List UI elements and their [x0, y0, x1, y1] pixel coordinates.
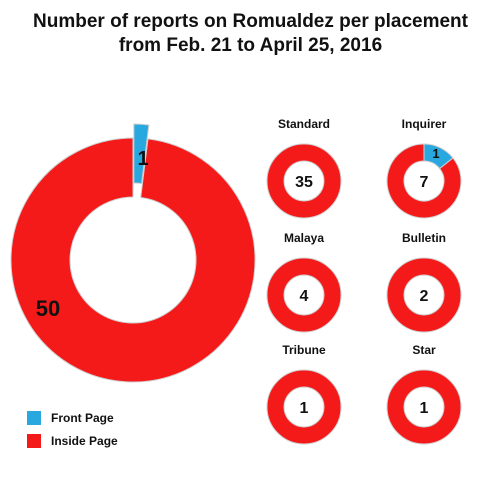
star-total-value: 1	[420, 400, 429, 417]
legend-label-inside: Inside Page	[51, 434, 118, 448]
standard-inside-slice	[266, 143, 342, 219]
star-inside-slice	[386, 369, 462, 445]
legend-item-front: Front Page	[27, 408, 118, 428]
tribune-name-label: Tribune	[282, 343, 326, 357]
bulletin-total-value: 2	[420, 288, 429, 305]
malaya-total-value: 4	[300, 288, 309, 305]
title-line-2: from Feb. 21 to April 25, 2016	[118, 35, 383, 56]
legend-swatch-front	[27, 411, 41, 425]
standard-total-value: 35	[295, 174, 313, 191]
standard-name-label: Standard	[278, 117, 330, 131]
total-inside-slice	[10, 137, 256, 383]
star-name-label: Star	[412, 343, 436, 357]
chart-title: Number of reports on Romualdez per place…	[0, 10, 501, 58]
legend-swatch-inside	[27, 434, 41, 448]
inquirer-front-slice	[423, 143, 454, 170]
inquirer-name-label: Inquirer	[402, 117, 447, 131]
malaya-inside-slice	[266, 257, 342, 333]
tribune-total-value: 1	[300, 400, 309, 417]
total-inside-value: 50	[36, 296, 60, 321]
inquirer-total-value: 7	[420, 174, 429, 191]
title-line-1: Number of reports on Romualdez per place…	[33, 11, 468, 32]
inquirer-inside-slice	[386, 143, 462, 219]
total-front-value: 1	[137, 148, 148, 170]
inquirer-front-value: 1	[432, 146, 439, 161]
total-front-slice	[133, 123, 150, 185]
legend: Front Page Inside Page	[27, 408, 118, 454]
legend-label-front: Front Page	[51, 411, 114, 425]
bulletin-inside-slice	[386, 257, 462, 333]
legend-item-inside: Inside Page	[27, 431, 118, 451]
tribune-inside-slice	[266, 369, 342, 445]
malaya-name-label: Malaya	[284, 231, 324, 245]
bulletin-name-label: Bulletin	[402, 231, 446, 245]
